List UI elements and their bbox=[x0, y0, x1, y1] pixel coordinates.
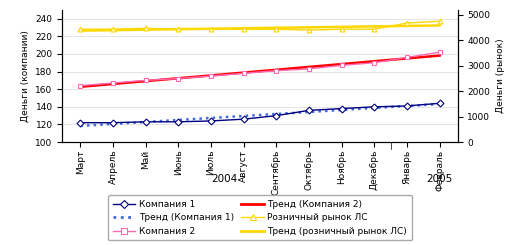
Text: 2004: 2004 bbox=[211, 174, 237, 184]
Text: 2005: 2005 bbox=[426, 174, 453, 184]
Y-axis label: Деньги (компании): Деньги (компании) bbox=[21, 30, 30, 122]
Legend: Компания 1, Тренд (Компания 1), Компания 2, Тренд (Компания 2), Розничный рынок : Компания 1, Тренд (Компания 1), Компания… bbox=[108, 196, 412, 241]
Y-axis label: Деньги (рынок): Деньги (рынок) bbox=[496, 39, 505, 113]
